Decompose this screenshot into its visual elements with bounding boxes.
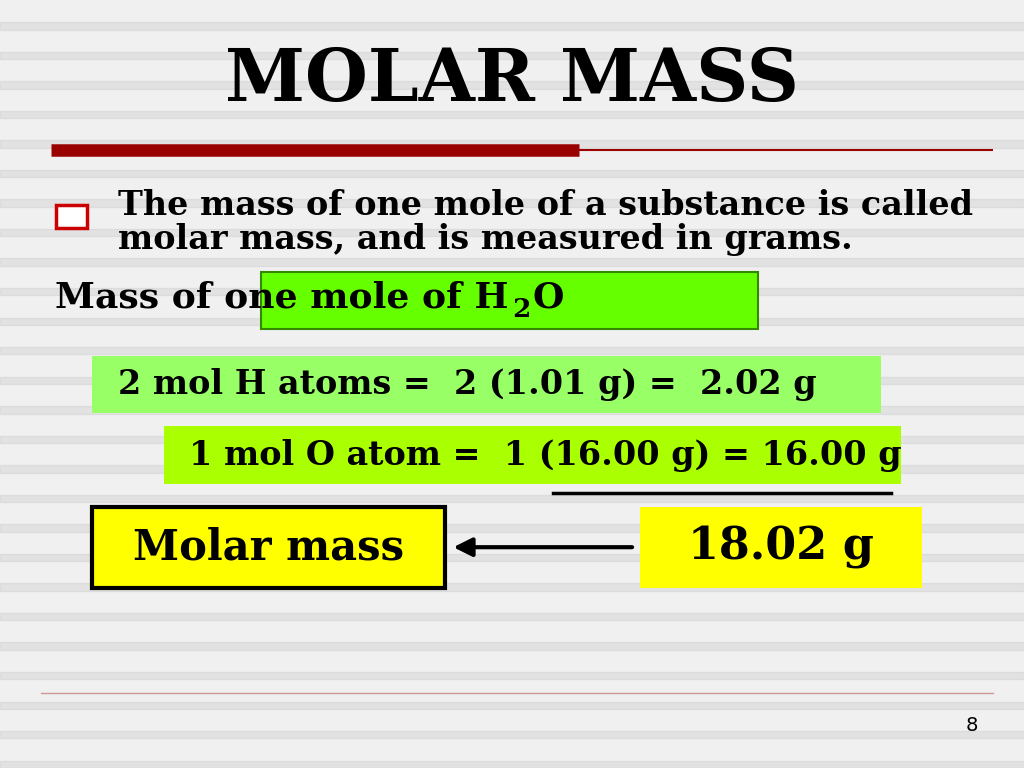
Bar — [0, 672, 1024, 680]
Bar — [0, 613, 1024, 621]
Bar — [0, 376, 1024, 384]
Text: 2: 2 — [512, 297, 530, 323]
Text: 18.02 g: 18.02 g — [688, 526, 873, 568]
Bar — [0, 584, 1024, 591]
Bar — [0, 643, 1024, 650]
Text: MOLAR MASS: MOLAR MASS — [225, 45, 799, 116]
Text: 2 mol H atoms =  2 (1.01 g) =  2.02 g: 2 mol H atoms = 2 (1.01 g) = 2.02 g — [118, 368, 816, 401]
Bar — [0, 288, 1024, 296]
Bar — [0, 465, 1024, 472]
FancyBboxPatch shape — [164, 426, 901, 484]
Bar — [0, 51, 1024, 59]
Bar — [0, 701, 1024, 709]
Bar — [0, 81, 1024, 88]
Bar — [0, 141, 1024, 147]
Bar — [0, 170, 1024, 177]
Text: molar mass, and is measured in grams.: molar mass, and is measured in grams. — [118, 223, 853, 256]
Bar — [0, 731, 1024, 739]
Bar — [0, 554, 1024, 561]
Bar — [0, 406, 1024, 413]
Text: 8: 8 — [966, 717, 978, 735]
Bar — [0, 347, 1024, 355]
Bar — [0, 317, 1024, 325]
Text: O: O — [532, 280, 564, 315]
Bar — [0, 229, 1024, 237]
FancyBboxPatch shape — [640, 507, 922, 588]
Bar — [0, 525, 1024, 531]
Text: Mass of one mole of H: Mass of one mole of H — [55, 280, 509, 315]
Bar — [0, 22, 1024, 29]
FancyArrowPatch shape — [458, 539, 632, 555]
Text: The mass of one mole of a substance is called: The mass of one mole of a substance is c… — [118, 189, 973, 221]
Text: 1 mol O atom =  1 (16.00 g) = 16.00 g: 1 mol O atom = 1 (16.00 g) = 16.00 g — [189, 439, 902, 472]
Bar — [0, 495, 1024, 502]
FancyBboxPatch shape — [261, 272, 758, 329]
Bar — [0, 259, 1024, 266]
FancyBboxPatch shape — [92, 507, 445, 588]
Bar — [0, 435, 1024, 443]
Bar — [0, 760, 1024, 768]
FancyBboxPatch shape — [92, 356, 881, 413]
Text: Molar mass: Molar mass — [133, 526, 404, 568]
Bar — [0, 200, 1024, 207]
Bar — [0, 111, 1024, 118]
FancyBboxPatch shape — [56, 205, 87, 228]
